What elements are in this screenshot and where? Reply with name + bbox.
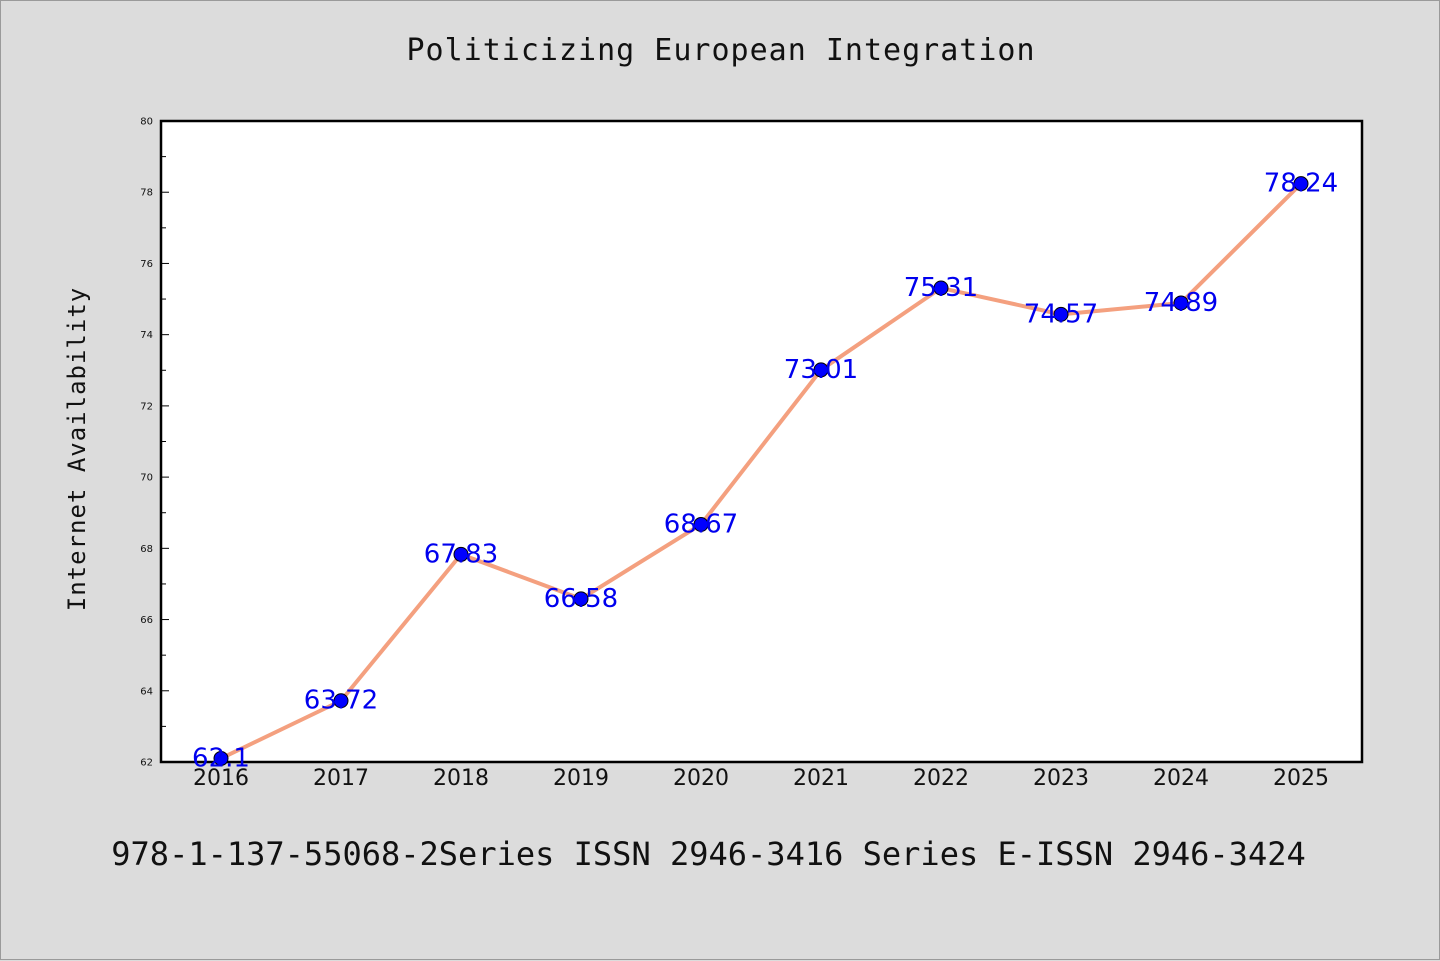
x-tick-label: 2020 (673, 766, 729, 791)
data-point (573, 591, 589, 607)
x-tick-label: 2018 (433, 766, 489, 791)
x-tick-label: 2025 (1273, 766, 1329, 791)
y-tick-label: 70 (140, 473, 153, 484)
x-tick-label: 2023 (1033, 766, 1089, 791)
data-label: 78.24 (1264, 169, 1338, 199)
x-tick-label: 2021 (793, 766, 849, 791)
data-point (453, 546, 469, 562)
data-point (933, 280, 949, 296)
series-line (219, 181, 1303, 761)
data-label: 66.58 (544, 584, 618, 614)
data-point (333, 693, 349, 709)
data-label: 73.01 (784, 355, 858, 385)
series-line-group (213, 176, 1309, 766)
y-tick-label: 72 (140, 401, 153, 412)
x-tick-label: 2024 (1153, 766, 1209, 791)
data-label: 74.57 (1024, 299, 1098, 329)
chart-title: Politicizing European Integration (406, 33, 1036, 68)
data-labels: 62.1 63.72 67.83 66.58 68.67 73.01 75.31 74.57 7… (192, 169, 1338, 774)
isbn-footer: 978-1-137-55068-2Series ISSN 2946-3416 S… (111, 835, 1306, 873)
x-tick-label: 2016 (193, 766, 249, 791)
data-label: 63.72 (304, 686, 378, 716)
y-axis: 62 64 66 68 70 72 74 76 78 80 (140, 117, 169, 769)
y-tick-label: 64 (140, 686, 153, 697)
plot-area (159, 119, 1364, 764)
x-axis: 2016 2017 2018 2019 2020 2021 2022 2023 2024 2025 (193, 766, 1329, 791)
data-point (693, 516, 709, 532)
data-label: 74.89 (1144, 288, 1218, 318)
y-tick-label: 66 (140, 615, 153, 626)
data-label: 62.1 (192, 743, 250, 773)
y-tick-label: 74 (140, 330, 153, 341)
data-point (813, 362, 829, 378)
data-point (1053, 306, 1069, 322)
y-tick-label: 78 (140, 188, 153, 199)
x-tick-label: 2022 (913, 766, 969, 791)
y-tick-label: 76 (140, 259, 153, 270)
data-label: 67.83 (424, 539, 498, 569)
data-point (1173, 295, 1189, 311)
data-label: 68.67 (664, 509, 738, 539)
y-tick-label: 62 (140, 758, 153, 769)
data-point (1293, 176, 1309, 192)
x-tick-label: 2019 (553, 766, 609, 791)
data-point (213, 750, 229, 766)
x-tick-label: 2017 (313, 766, 369, 791)
y-tick-label: 68 (140, 544, 153, 555)
y-tick-label: 80 (140, 117, 153, 128)
data-label: 75.31 (904, 273, 978, 303)
